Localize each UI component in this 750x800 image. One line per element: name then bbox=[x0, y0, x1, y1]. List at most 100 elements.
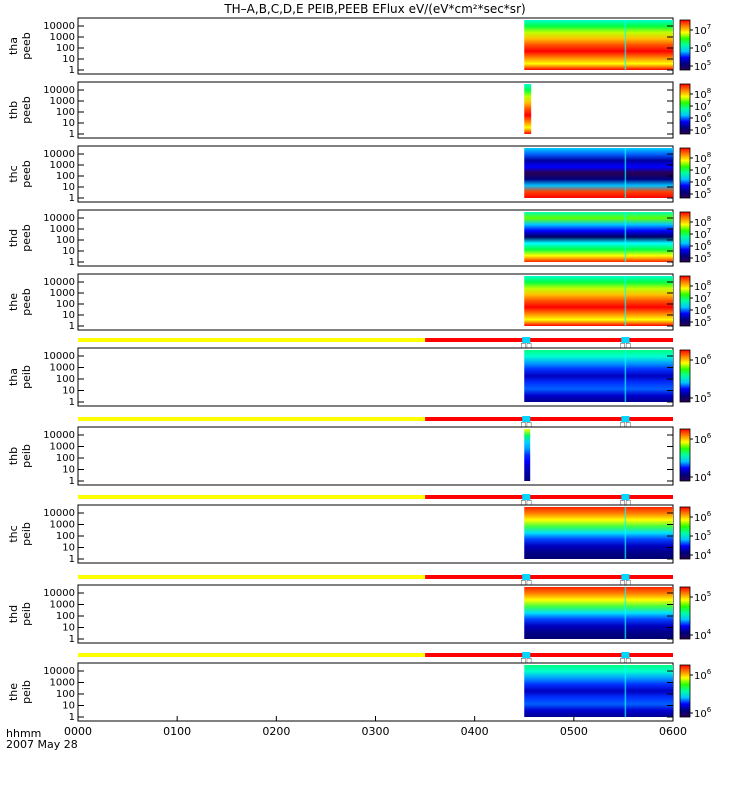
mode-bar-segment-slow bbox=[78, 338, 426, 342]
y-tick-label: 10000 bbox=[43, 213, 75, 224]
y-tick-label: 10 bbox=[62, 543, 75, 554]
mode-marker-label: □□ bbox=[620, 657, 631, 664]
mode-marker-label: □□ bbox=[620, 342, 631, 349]
ylabel-instrument: peeb bbox=[20, 160, 33, 188]
ylabel-instrument: peib bbox=[20, 444, 33, 468]
colorbar-tick-label: 106 bbox=[694, 353, 712, 367]
y-tick-label: 1 bbox=[69, 65, 75, 76]
colorbar-tick-base: 10 bbox=[694, 513, 707, 524]
panel-frame bbox=[77, 426, 674, 486]
y-tick-label: 1 bbox=[69, 476, 75, 487]
colorbar-tick-exponent: 8 bbox=[707, 151, 711, 159]
colorbar-tick-exponent: 4 bbox=[707, 470, 712, 478]
colorbar-tick-base: 10 bbox=[694, 671, 707, 682]
colorbar-tick-exponent: 5 bbox=[707, 590, 711, 598]
y-tick-label: 1 bbox=[69, 257, 75, 268]
y-tick-label: 1 bbox=[69, 554, 75, 565]
y-tick-label: 10000 bbox=[43, 277, 75, 288]
mode-marker bbox=[522, 416, 531, 422]
colorbar-tick-base: 10 bbox=[694, 90, 707, 101]
colorbar-tick-label: 106 bbox=[694, 303, 712, 317]
colorbar-tick-exponent: 8 bbox=[707, 87, 711, 95]
y-tick-label: 1000 bbox=[50, 160, 75, 171]
colorbar bbox=[679, 506, 691, 560]
colorbar-tick-exponent: 8 bbox=[707, 279, 711, 287]
y-tick-label: 10000 bbox=[43, 508, 75, 519]
y-tick-label: 10000 bbox=[43, 21, 75, 32]
colorbar-tick-base: 10 bbox=[694, 190, 707, 201]
mode-bar-segment-fast bbox=[425, 575, 673, 579]
colorbar-tick-base: 10 bbox=[694, 154, 707, 165]
colorbar bbox=[679, 211, 691, 263]
colorbar-tick-base: 10 bbox=[694, 102, 707, 113]
colorbar-tick-label: 105 bbox=[694, 187, 711, 201]
y-tick-label: 100 bbox=[56, 689, 75, 700]
ylabel-instrument: peib bbox=[20, 365, 33, 389]
colorbar-tick-base: 10 bbox=[694, 126, 707, 137]
y-tick-label: 100 bbox=[56, 611, 75, 622]
mode-marker-label: □□ bbox=[620, 499, 631, 506]
spectrogram-block bbox=[524, 84, 532, 134]
colorbar-tick-base: 10 bbox=[694, 318, 707, 329]
mode-bar-segment-fast bbox=[425, 417, 673, 421]
colorbar-tick-exponent: 6 bbox=[707, 432, 712, 440]
ylabel-instrument: peeb bbox=[20, 288, 33, 316]
y-tick-label: 1000 bbox=[50, 442, 75, 453]
colorbar-tick-exponent: 6 bbox=[707, 510, 712, 518]
y-tick-label: 10000 bbox=[43, 85, 75, 96]
y-tick-label: 100 bbox=[56, 374, 75, 385]
y-tick-label: 10 bbox=[62, 465, 75, 476]
colorbar-tick-exponent: 4 bbox=[707, 628, 712, 636]
colorbar-tick-base: 10 bbox=[694, 532, 707, 543]
colorbar-tick-exponent: 6 bbox=[707, 303, 712, 311]
y-tick-label: 100 bbox=[56, 531, 75, 542]
y-tick-label: 10000 bbox=[43, 666, 75, 677]
colorbar-tick-exponent: 6 bbox=[707, 41, 712, 49]
colorbar bbox=[679, 147, 691, 199]
colorbar-tick-base: 10 bbox=[694, 631, 707, 642]
colorbar-tick-base: 10 bbox=[694, 44, 707, 55]
colorbar-tick-label: 104 bbox=[694, 628, 712, 642]
y-tick-label: 10 bbox=[62, 118, 75, 129]
colorbar-tick-base: 10 bbox=[694, 62, 707, 73]
mode-marker bbox=[522, 494, 531, 500]
y-tick-label: 1 bbox=[69, 634, 75, 645]
spectrogram-block bbox=[524, 350, 673, 402]
colorbar bbox=[679, 275, 691, 327]
colorbar-tick-exponent: 5 bbox=[707, 391, 711, 399]
mode-marker bbox=[522, 574, 531, 580]
colorbar bbox=[679, 19, 691, 71]
colorbar-tick-label: 107 bbox=[694, 227, 711, 241]
colorbar-tick-base: 10 bbox=[694, 230, 707, 241]
colorbar-tick-exponent: 6 bbox=[707, 239, 712, 247]
ylabel-instrument: peeb bbox=[20, 224, 33, 252]
mode-bar-segment-fast bbox=[425, 495, 673, 499]
mode-bar-segment-slow bbox=[78, 495, 426, 499]
colorbar-tick-base: 10 bbox=[694, 254, 707, 265]
y-tick-label: 10 bbox=[62, 386, 75, 397]
colorbar-tick-label: 108 bbox=[694, 151, 711, 165]
mode-marker-label: □□ bbox=[521, 342, 532, 349]
mode-marker-label: □□ bbox=[620, 421, 631, 428]
y-tick-label: 1000 bbox=[50, 224, 75, 235]
spectrogram-block bbox=[524, 665, 673, 717]
y-tick-label: 1000 bbox=[50, 288, 75, 299]
y-tick-label: 1000 bbox=[50, 678, 75, 689]
y-tick-label: 10000 bbox=[43, 351, 75, 362]
mode-bar-segment-slow bbox=[78, 417, 426, 421]
colorbar-tick-exponent: 5 bbox=[707, 187, 711, 195]
y-tick-label: 10 bbox=[62, 310, 75, 321]
spectrogram-block bbox=[524, 148, 673, 198]
colorbar-tick-exponent: 7 bbox=[707, 99, 711, 107]
time-axis: 0000 0100 0200 0300 0400 0500 0600 bbox=[64, 716, 687, 738]
y-tick-label: 1000 bbox=[50, 96, 75, 107]
colorbar-tick-label: 105 bbox=[694, 59, 711, 73]
colorbar-tick-label: 105 bbox=[694, 315, 711, 329]
mode-bar-segment-slow bbox=[78, 653, 426, 657]
colorbar-tick-label: 105 bbox=[694, 123, 711, 137]
colorbar bbox=[679, 428, 691, 482]
ylabel-probe: thd bbox=[7, 605, 20, 623]
spectrogram-block bbox=[524, 507, 673, 559]
